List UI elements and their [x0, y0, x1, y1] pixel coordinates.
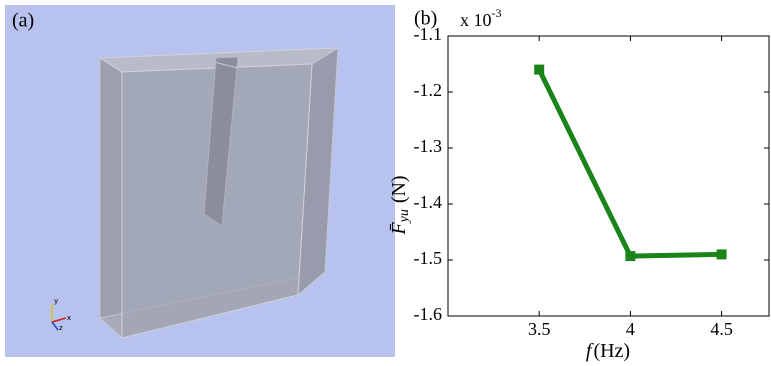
triad-label: x: [67, 314, 71, 322]
x-tick-label: 4: [626, 319, 635, 339]
x-axis-label: f(Hz): [586, 340, 630, 362]
y-label-symbol: F̄: [388, 222, 410, 236]
data-line: [539, 70, 721, 256]
data-marker: [534, 65, 544, 75]
y-tick-label: -1.3: [414, 136, 443, 156]
x-label-unit: (Hz): [593, 340, 630, 362]
y-tick-label: -1.6: [414, 304, 443, 324]
y-tick-label: -1.2: [414, 80, 443, 100]
multiplier-base: x 10: [460, 10, 492, 30]
y-label-subscript: yu: [397, 209, 412, 224]
triad-label: y: [54, 297, 58, 305]
data-marker: [625, 251, 635, 261]
box-left: [100, 58, 122, 338]
multiplier: x 10-3: [460, 6, 502, 30]
y-tick-label: -1.4: [414, 192, 443, 212]
figure: (a) y x z (b) x 10-3 f(Hz) F̄yu(N) -1.6-…: [0, 0, 771, 366]
plot-frame: [448, 36, 769, 316]
y-tick-label: -1.5: [414, 248, 443, 268]
multiplier-exponent: -3: [492, 6, 502, 20]
x-tick-label: 3.5: [528, 319, 551, 339]
panel-a: (a) y x z: [5, 5, 395, 357]
panel-label: (a): [12, 10, 34, 32]
triad-label: z: [59, 324, 63, 332]
x-tick-label: 4.5: [710, 319, 733, 339]
y-label-unit: (N): [388, 175, 410, 203]
y-tick-label: -1.1: [414, 24, 443, 44]
panel-b: (b) x 10-3 f(Hz) F̄yu(N) -1.6-1.5-1.4-1.…: [388, 6, 769, 362]
data-marker: [717, 249, 727, 259]
